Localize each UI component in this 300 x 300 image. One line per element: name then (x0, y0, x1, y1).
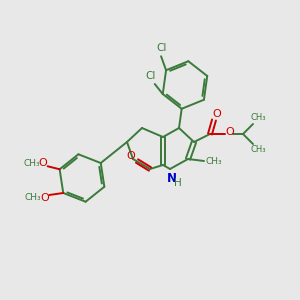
Text: O: O (213, 109, 221, 119)
Text: CH₃: CH₃ (25, 194, 42, 202)
Text: O: O (38, 158, 47, 168)
Text: H: H (174, 178, 182, 188)
Text: O: O (226, 127, 234, 137)
Text: CH₃: CH₃ (250, 146, 266, 154)
Text: O: O (127, 151, 135, 161)
Text: CH₃: CH₃ (206, 157, 222, 166)
Text: Cl: Cl (146, 71, 156, 81)
Text: Cl: Cl (156, 43, 166, 53)
Text: CH₃: CH₃ (250, 113, 266, 122)
Text: N: N (167, 172, 177, 184)
Text: CH₃: CH₃ (23, 159, 40, 168)
Text: O: O (40, 193, 49, 203)
